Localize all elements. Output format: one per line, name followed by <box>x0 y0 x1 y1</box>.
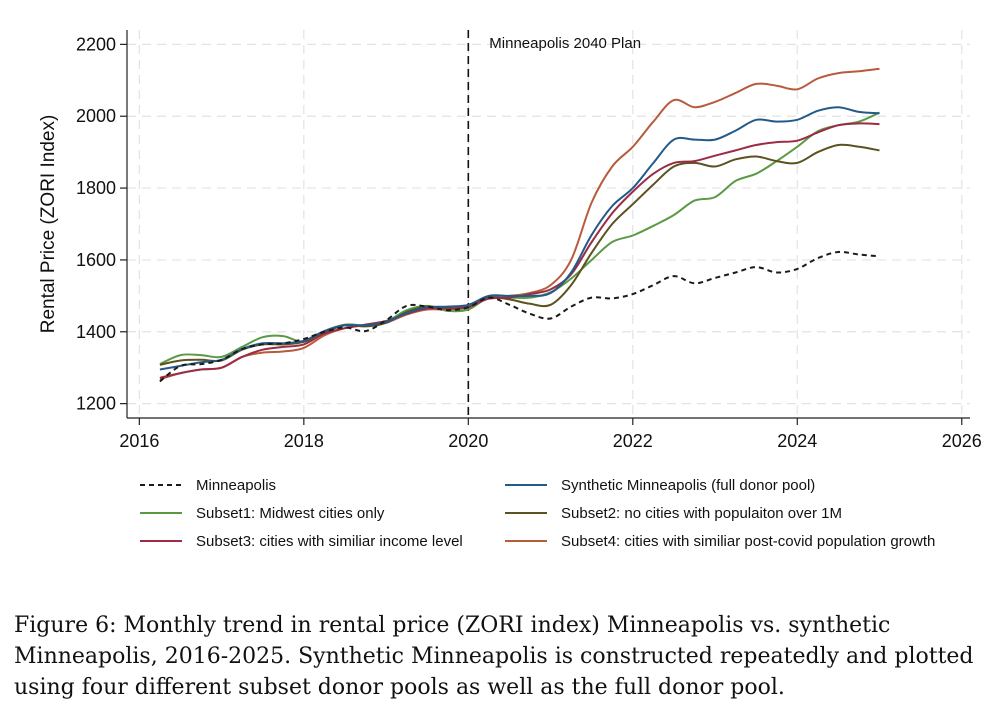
grid-lines <box>127 30 970 418</box>
legend-label: Subset3: cities with similiar income lev… <box>196 533 463 550</box>
y-ticks: 1200 1400 1600 1800 2000 2200 <box>76 34 127 414</box>
series-line-1 <box>159 106 880 371</box>
x-tick-label: 2018 <box>284 431 324 451</box>
x-tick-label: 2022 <box>613 431 653 451</box>
legend-label: Subset4: cities with similiar post-covid… <box>561 533 935 550</box>
series-lines <box>159 67 880 383</box>
legend-label: Subset1: Midwest cities only <box>196 505 385 522</box>
x-tick-label: 2024 <box>777 431 817 451</box>
legend: Minneapolis Synthetic Minneapolis (full d… <box>140 477 935 550</box>
x-tick-label: 2026 <box>942 431 982 451</box>
treatment-marker: Minneapolis 2040 Plan <box>467 30 641 418</box>
x-ticks: 2016 2018 2020 2022 2024 2026 <box>119 418 982 451</box>
y-tick-label: 2200 <box>76 34 116 54</box>
y-tick-label: 1200 <box>76 394 116 414</box>
y-tick-label: 1600 <box>76 250 116 270</box>
legend-label: Synthetic Minneapolis (full donor pool) <box>561 477 815 494</box>
series-line-4 <box>159 122 880 379</box>
y-tick-label: 1800 <box>76 178 116 198</box>
series-line-2 <box>159 111 880 366</box>
series-line-5 <box>159 67 880 381</box>
legend-label: Minneapolis <box>196 477 276 494</box>
axes <box>126 30 970 419</box>
y-tick-label: 1400 <box>76 322 116 342</box>
x-tick-label: 2020 <box>448 431 488 451</box>
y-tick-label: 2000 <box>76 106 116 126</box>
x-tick-label: 2016 <box>119 431 159 451</box>
figure-caption: Figure 6: Monthly trend in rental price … <box>14 613 974 700</box>
legend-label: Subset2: no cities with populaiton over … <box>561 505 842 522</box>
treatment-annotation: Minneapolis 2040 Plan <box>489 35 641 52</box>
line-chart: 1200 1400 1600 1800 2000 2200 2016 2018 2020 202… <box>38 30 982 550</box>
y-axis-title: Rental Price (ZORI Index) <box>38 115 59 334</box>
series-line-0 <box>159 250 880 383</box>
